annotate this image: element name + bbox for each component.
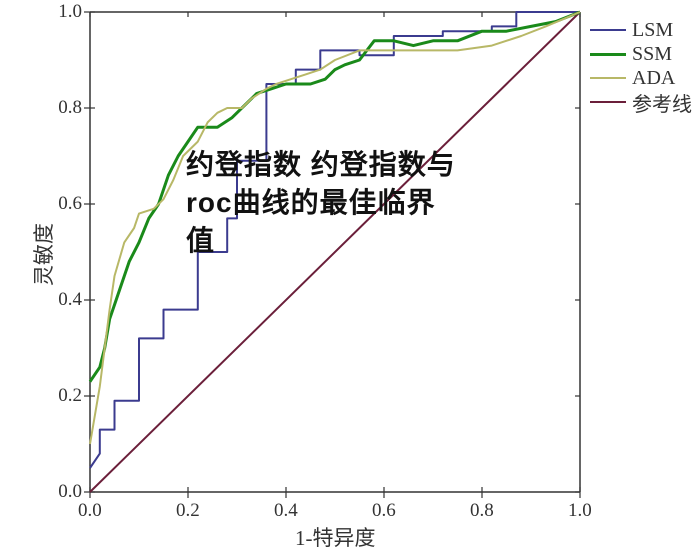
overlay-title: 约登指数 约登指数与 roc曲线的最佳临界 值	[186, 146, 456, 259]
xtick-label: 1.0	[568, 500, 592, 522]
legend-label: LSM	[632, 19, 673, 42]
legend-label: ADA	[632, 67, 675, 90]
legend-item: LSM	[590, 18, 692, 42]
legend-swatch	[590, 29, 626, 31]
xtick-label: 0.0	[78, 500, 102, 522]
overlay-line2: roc曲线的最佳临界	[186, 184, 456, 222]
ytick-label: 0.8	[42, 97, 82, 119]
y-axis-label: 灵敏度	[28, 223, 58, 286]
chart-stage: 灵敏度 1-特异度 LSMSSMADA参考线 约登指数 约登指数与 roc曲线的…	[0, 0, 700, 543]
legend-item: 参考线	[590, 90, 692, 114]
legend-label: SSM	[632, 43, 672, 66]
xtick-label: 0.4	[274, 500, 298, 522]
legend-swatch	[590, 77, 626, 79]
legend-swatch	[590, 53, 626, 56]
xtick-label: 0.6	[372, 500, 396, 522]
legend-item: SSM	[590, 42, 692, 66]
legend-label: 参考线	[632, 88, 692, 117]
legend-item: ADA	[590, 66, 692, 90]
overlay-line1: 约登指数 约登指数与	[186, 146, 456, 184]
legend-swatch	[590, 101, 626, 103]
ytick-label: 1.0	[42, 1, 82, 23]
ytick-label: 0.0	[42, 481, 82, 503]
xtick-label: 0.8	[470, 500, 494, 522]
ytick-label: 0.6	[42, 193, 82, 215]
x-axis-label: 1-特异度	[295, 522, 376, 552]
xtick-label: 0.2	[176, 500, 200, 522]
legend: LSMSSMADA参考线	[590, 18, 692, 114]
overlay-line3: 值	[186, 222, 456, 260]
ytick-label: 0.2	[42, 385, 82, 407]
ytick-label: 0.4	[42, 289, 82, 311]
